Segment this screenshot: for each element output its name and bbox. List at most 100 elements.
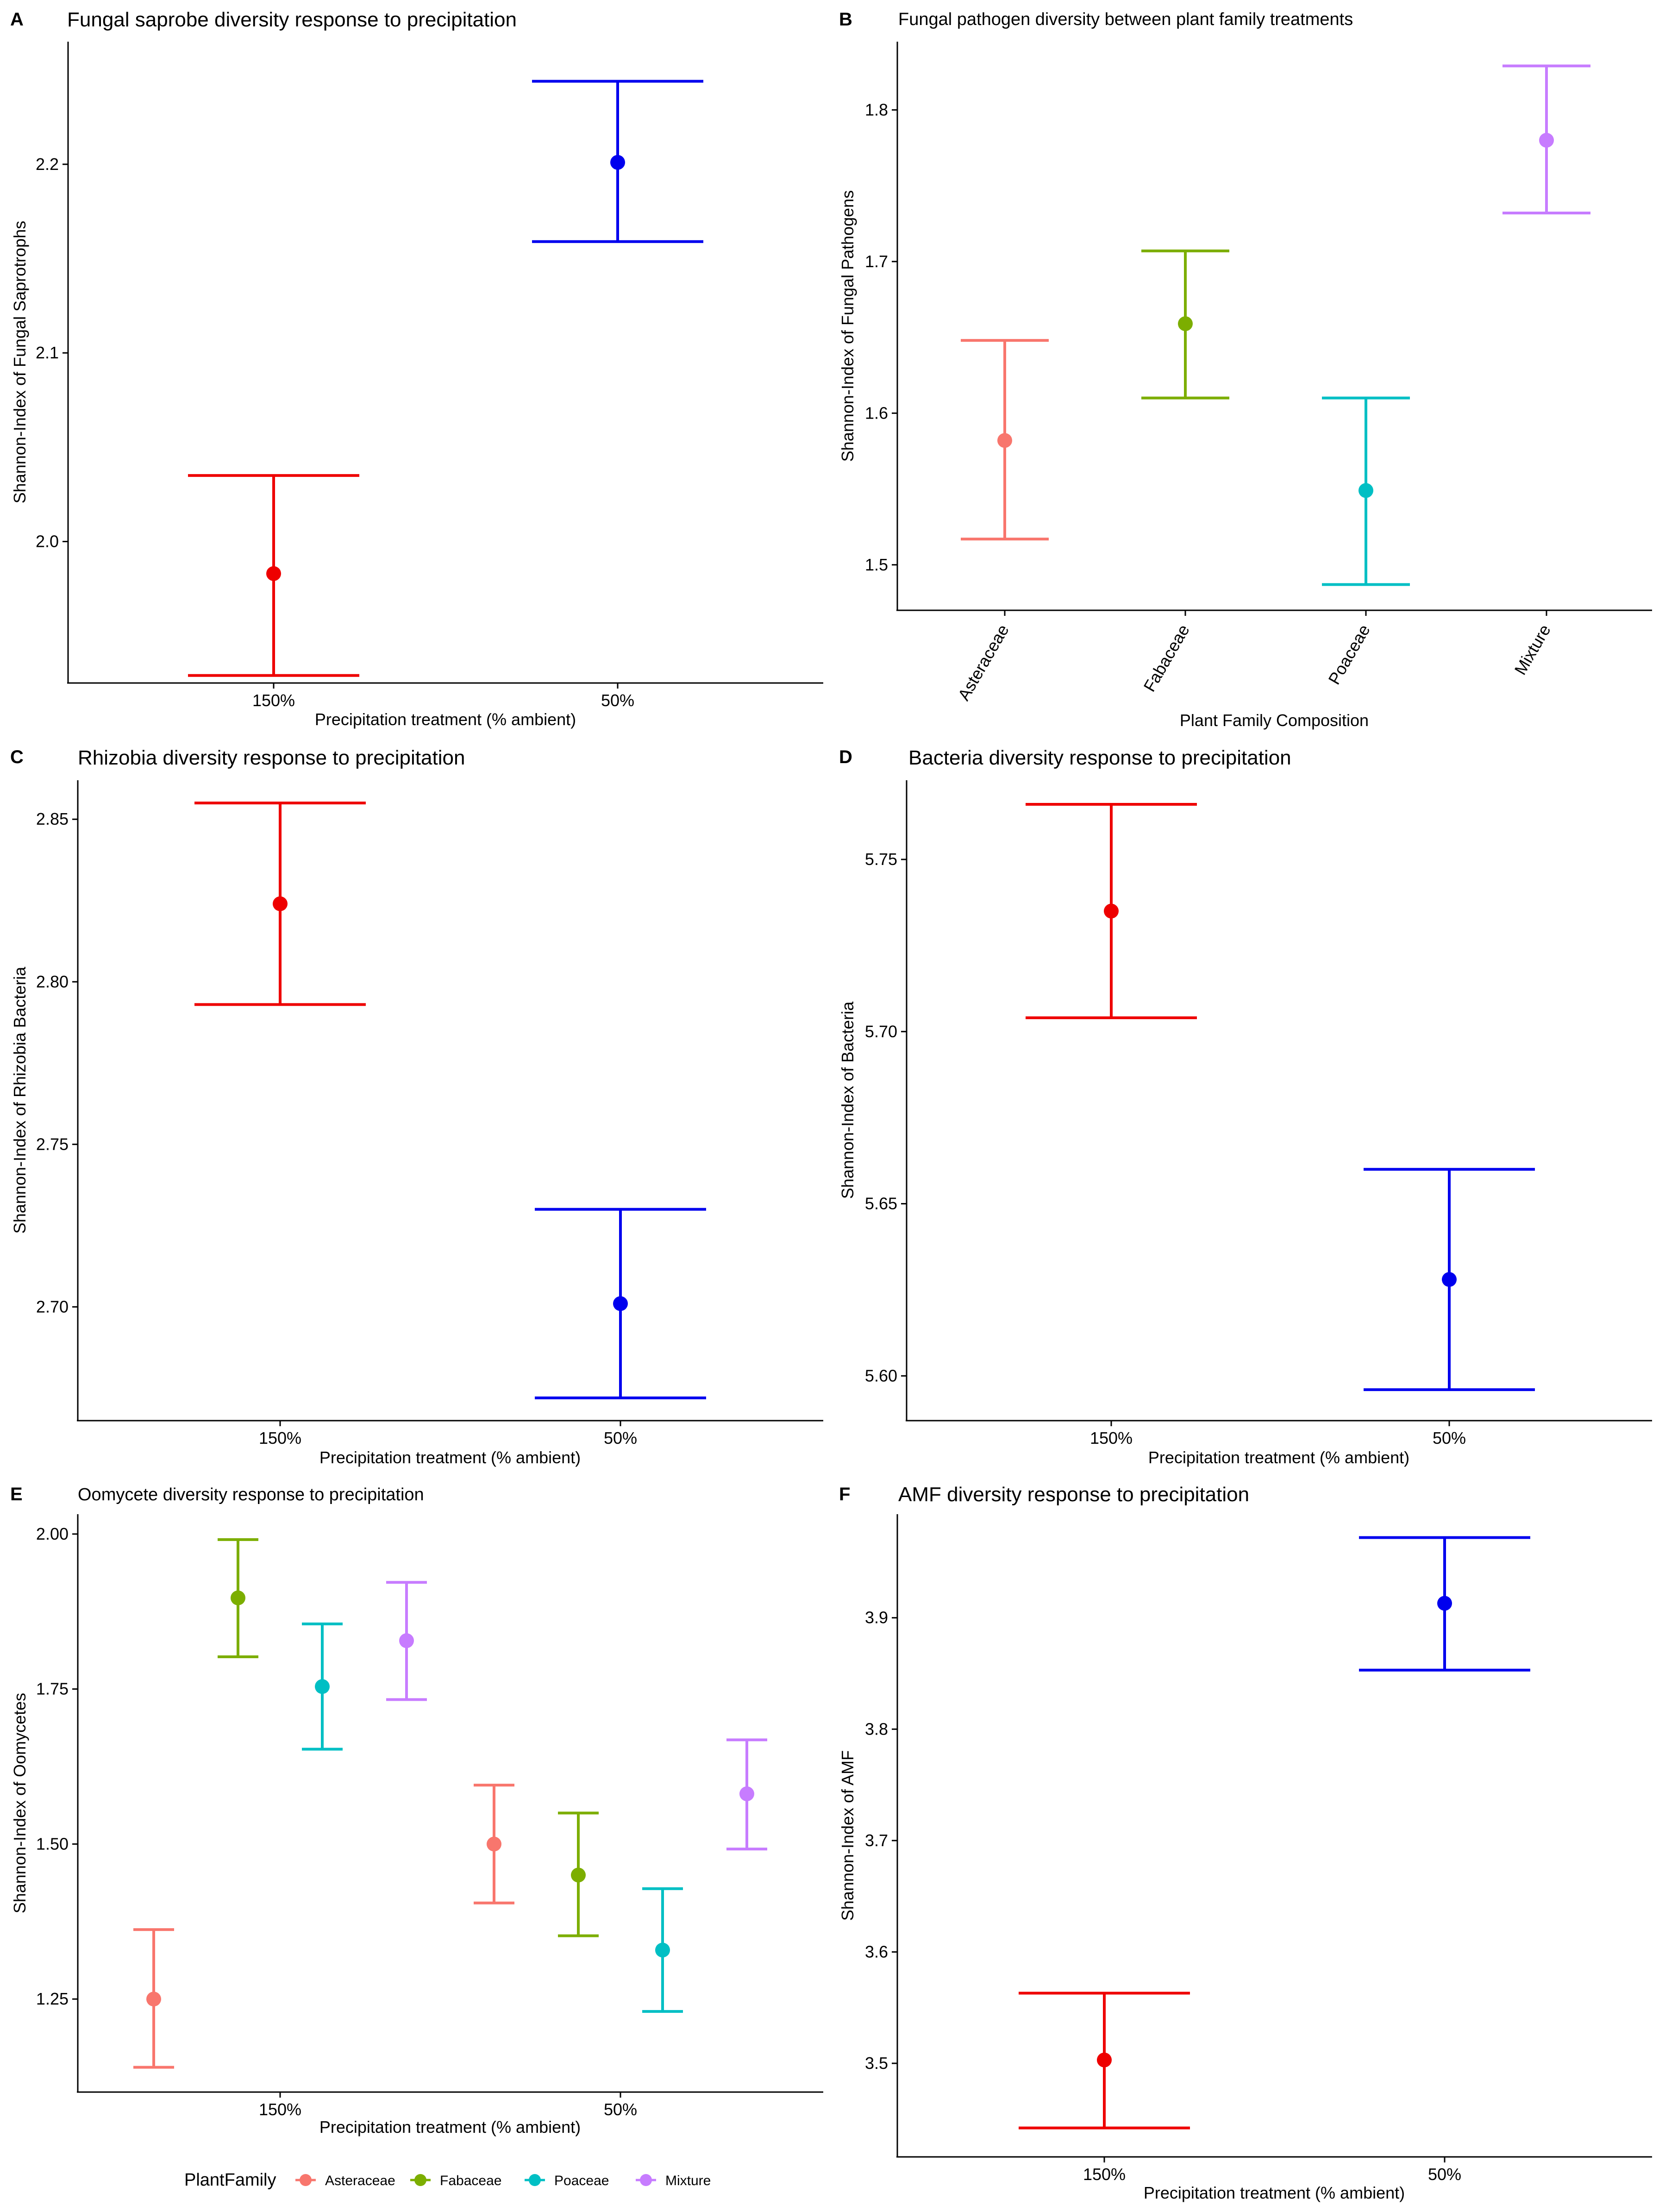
mean-point bbox=[266, 566, 281, 581]
y-tick-label: 1.5 bbox=[865, 555, 888, 574]
panel-label: C bbox=[10, 747, 24, 767]
y-tick-label: 3.5 bbox=[865, 2054, 888, 2073]
legend: PlantFamily Asteraceae Fabaceae Poaceae Mix… bbox=[184, 2170, 711, 2190]
data-marks bbox=[194, 802, 706, 1399]
legend-entry-label: Fabaceae bbox=[440, 2173, 501, 2188]
y-axis-label: Shannon-Index of Bacteria bbox=[838, 1001, 857, 1199]
x-axis-label: Precipitation treatment (% ambient) bbox=[1144, 2183, 1405, 2202]
y-tick-label: 2.80 bbox=[36, 972, 69, 991]
data-marks bbox=[961, 64, 1590, 586]
y-tick-label: 1.75 bbox=[36, 1679, 69, 1698]
mean-point bbox=[1097, 2052, 1112, 2068]
legend-entry-label: Mixture bbox=[665, 2173, 711, 2188]
y-tick-label: 2.0 bbox=[36, 532, 59, 551]
mean-point bbox=[1359, 483, 1373, 498]
y-tick-label: 3.9 bbox=[865, 1608, 888, 1627]
y-tick-label: 2.75 bbox=[36, 1134, 69, 1153]
x-ticks: 150% 50% bbox=[259, 2092, 637, 2119]
chart-title: Oomycete diversity response to precipita… bbox=[78, 1485, 424, 1504]
y-ticks: 1.5 1.6 1.7 1.8 bbox=[865, 100, 897, 574]
y-ticks: 2.70 2.75 2.80 2.85 bbox=[36, 809, 78, 1316]
mean-point bbox=[1437, 1596, 1452, 1611]
mean-point bbox=[655, 1943, 670, 1958]
legend-entry-label: Asteraceae bbox=[325, 2173, 395, 2188]
data-marks bbox=[1026, 803, 1535, 1391]
y-tick-label: 1.50 bbox=[36, 1834, 69, 1853]
panel-d: D Bacteria diversity response to precipi… bbox=[838, 746, 1652, 1467]
chart-title: Fungal pathogen diversity between plant … bbox=[898, 10, 1353, 29]
data-marks bbox=[133, 1538, 767, 2069]
chart-title: AMF diversity response to precipitation bbox=[898, 1483, 1249, 1506]
x-tick-label: 50% bbox=[601, 691, 634, 710]
y-ticks: 3.5 3.6 3.7 3.8 3.9 bbox=[865, 1608, 897, 2073]
legend-key-point bbox=[414, 2174, 426, 2186]
panel-f: F AMF diversity response to precipitatio… bbox=[838, 1483, 1652, 2202]
y-axis-label: Shannon-Index of Fungal Pathogens bbox=[838, 190, 857, 462]
mean-point bbox=[997, 433, 1012, 448]
y-tick-label: 5.60 bbox=[865, 1366, 897, 1385]
y-ticks: 1.25 1.50 1.75 2.00 bbox=[36, 1524, 78, 2008]
y-tick-label: 1.8 bbox=[865, 100, 888, 119]
y-tick-label: 5.70 bbox=[865, 1022, 897, 1041]
mean-point bbox=[1539, 132, 1554, 148]
panel-a: A Fungal saprobe diversity response to p… bbox=[10, 8, 823, 729]
panel-c: C Rhizobia diversity response to precipi… bbox=[10, 746, 823, 1467]
legend-entries: Asteraceae Fabaceae Poaceae Mixture bbox=[295, 2173, 711, 2188]
y-tick-label: 3.8 bbox=[865, 1719, 888, 1738]
x-tick-label: 50% bbox=[1428, 2165, 1461, 2184]
y-tick-label: 3.7 bbox=[865, 1831, 888, 1850]
chart-title: Bacteria diversity response to precipita… bbox=[908, 746, 1291, 769]
y-tick-label: 2.2 bbox=[36, 155, 59, 174]
panel-label: F bbox=[839, 1484, 850, 1504]
legend-entry-label: Poaceae bbox=[554, 2173, 609, 2188]
y-axis-label: Shannon-Index of AMF bbox=[838, 1750, 857, 1921]
panel-label: D bbox=[839, 747, 852, 767]
x-ticks: 150% 50% bbox=[1090, 1421, 1466, 1448]
panel-label: E bbox=[10, 1484, 23, 1504]
x-ticks: 150% 50% bbox=[1083, 2157, 1461, 2184]
mean-point bbox=[610, 155, 625, 170]
data-marks bbox=[188, 80, 703, 677]
panel-e: E Oomycete diversity response to precipi… bbox=[10, 1484, 823, 2190]
y-tick-label: 2.00 bbox=[36, 1524, 69, 1543]
x-ticks: 150% 50% bbox=[252, 683, 634, 710]
x-tick-label: 150% bbox=[252, 691, 295, 710]
x-tick-label: 150% bbox=[259, 1429, 301, 1448]
mean-point bbox=[1104, 903, 1119, 919]
x-tick-label: 50% bbox=[604, 2100, 637, 2119]
panel-label: A bbox=[10, 9, 24, 30]
mean-point bbox=[1178, 316, 1193, 332]
x-ticks: 150% 50% bbox=[259, 1421, 637, 1448]
x-tick-label: 50% bbox=[1433, 1429, 1466, 1448]
panel-label: B bbox=[839, 9, 852, 30]
legend-title: PlantFamily bbox=[184, 2170, 276, 2190]
x-axis-label: Precipitation treatment (% ambient) bbox=[1148, 1448, 1409, 1467]
y-tick-label: 2.70 bbox=[36, 1297, 69, 1316]
y-axis-label: Shannon-Index of Rhizobia Bacteria bbox=[10, 966, 29, 1234]
mean-point bbox=[399, 1633, 414, 1648]
chart-title: Fungal saprobe diversity response to pre… bbox=[67, 8, 517, 31]
x-axis-label: Precipitation treatment (% ambient) bbox=[315, 710, 576, 729]
y-axis-label: Shannon-Index of Oomycetes bbox=[10, 1693, 29, 1913]
y-tick-label: 2.85 bbox=[36, 809, 69, 828]
mean-point bbox=[739, 1786, 754, 1801]
y-axis-label: Shannon-Index of Fungal Saprotrophs bbox=[10, 221, 29, 503]
x-axis-label: Plant Family Composition bbox=[1180, 711, 1369, 730]
y-tick-label: 1.6 bbox=[865, 403, 888, 422]
mean-point bbox=[613, 1296, 628, 1311]
x-axis-label: Precipitation treatment (% ambient) bbox=[319, 1448, 581, 1467]
mean-point bbox=[1442, 1272, 1457, 1287]
legend-key-point bbox=[640, 2174, 652, 2186]
mean-point bbox=[571, 1867, 586, 1883]
y-tick-label: 5.65 bbox=[865, 1194, 897, 1213]
x-tick-label: 150% bbox=[259, 2100, 301, 2119]
mean-point bbox=[231, 1590, 245, 1605]
x-axis-label: Precipitation treatment (% ambient) bbox=[319, 2118, 581, 2137]
y-tick-label: 1.7 bbox=[865, 252, 888, 271]
mean-point bbox=[487, 1836, 501, 1852]
y-tick-label: 2.1 bbox=[36, 343, 59, 362]
chart-title: Rhizobia diversity response to precipita… bbox=[78, 746, 465, 769]
mean-point bbox=[315, 1679, 330, 1694]
legend-key-point bbox=[529, 2174, 541, 2186]
